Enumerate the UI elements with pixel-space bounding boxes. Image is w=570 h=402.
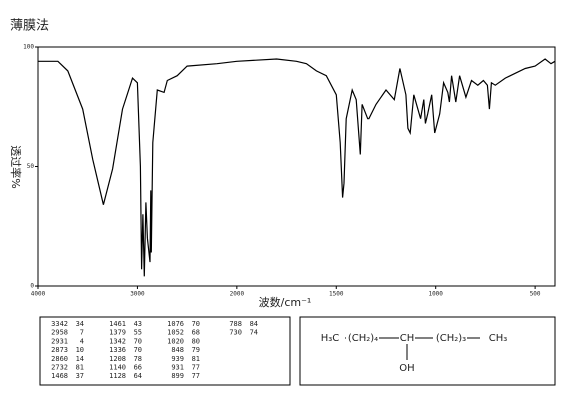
peak-transmittance: 81 bbox=[76, 364, 84, 372]
peak-transmittance: 84 bbox=[250, 320, 258, 328]
peak-wavenumber: 2860 bbox=[51, 355, 68, 363]
peak-wavenumber: 788 bbox=[229, 320, 242, 328]
peak-transmittance: 79 bbox=[192, 346, 200, 354]
peak-transmittance: 66 bbox=[134, 364, 142, 372]
peak-transmittance: 81 bbox=[192, 355, 200, 363]
peak-table-frame bbox=[39, 316, 291, 386]
peak-wavenumber: 848 bbox=[171, 346, 184, 354]
peak-transmittance: 37 bbox=[76, 372, 84, 380]
x-tick-label: 1000 bbox=[428, 291, 443, 298]
peak-wavenumber: 1461 bbox=[109, 320, 126, 328]
peak-wavenumber: 1076 bbox=[167, 320, 184, 328]
chain-group: (CH₂)₃ bbox=[436, 333, 466, 344]
chart-title: 薄膜法 bbox=[10, 19, 49, 34]
peak-wavenumber: 2732 bbox=[51, 364, 68, 372]
peak-transmittance: 64 bbox=[134, 372, 142, 380]
peak-wavenumber: 730 bbox=[229, 329, 242, 337]
y-tick-label: 0 bbox=[30, 283, 34, 290]
peak-wavenumber: 1336 bbox=[109, 346, 126, 354]
peak-transmittance: 80 bbox=[192, 337, 200, 345]
peak-transmittance: 43 bbox=[134, 320, 142, 328]
peak-transmittance: 34 bbox=[76, 320, 84, 328]
x-tick-label: 500 bbox=[530, 291, 541, 298]
peak-wavenumber: 1052 bbox=[167, 329, 184, 337]
peak-transmittance: 4 bbox=[80, 337, 84, 345]
peak-wavenumber: 1020 bbox=[167, 337, 184, 345]
peak-transmittance: 68 bbox=[192, 329, 200, 337]
peak-wavenumber: 1468 bbox=[51, 372, 68, 380]
peak-transmittance: 74 bbox=[250, 329, 258, 337]
peak-wavenumber: 939 bbox=[171, 355, 184, 363]
x-tick-label: 3000 bbox=[130, 291, 145, 298]
peak-wavenumber: 2873 bbox=[51, 346, 68, 354]
chain-group: CH₃ bbox=[489, 333, 508, 344]
peak-wavenumber: 2931 bbox=[51, 337, 68, 345]
x-axis-label: 波数/cm⁻¹ bbox=[259, 296, 312, 309]
peak-wavenumber: 899 bbox=[171, 372, 184, 380]
y-axis-label: 透过率% bbox=[9, 145, 23, 188]
peak-transmittance: 7 bbox=[80, 329, 84, 337]
peak-transmittance: 70 bbox=[134, 346, 142, 354]
peak-wavenumber: 1140 bbox=[109, 364, 126, 372]
peak-transmittance: 14 bbox=[76, 355, 84, 363]
structure-frame bbox=[299, 316, 556, 386]
chain-group: CH bbox=[400, 333, 415, 344]
peak-wavenumber: 2958 bbox=[51, 329, 68, 337]
peak-wavenumber: 1379 bbox=[109, 329, 126, 337]
peak-transmittance: 70 bbox=[192, 320, 200, 328]
y-tick-label: 100 bbox=[23, 44, 34, 51]
spectrum-line bbox=[38, 58, 556, 277]
peak-wavenumber: 3342 bbox=[51, 320, 68, 328]
substituent: OH bbox=[399, 363, 414, 374]
peak-wavenumber: 1128 bbox=[109, 372, 126, 380]
peak-transmittance: 10 bbox=[76, 346, 84, 354]
peak-wavenumber: 931 bbox=[171, 364, 184, 372]
peak-transmittance: 55 bbox=[134, 329, 142, 337]
x-tick-label: 1500 bbox=[329, 291, 344, 298]
y-tick-label: 50 bbox=[27, 163, 35, 170]
peak-transmittance: 77 bbox=[192, 372, 200, 380]
chain-group: H₃C bbox=[321, 333, 340, 344]
plot-frame bbox=[37, 46, 556, 287]
peak-transmittance: 78 bbox=[134, 355, 142, 363]
peak-wavenumber: 1342 bbox=[109, 337, 126, 345]
x-tick-label: 2000 bbox=[230, 291, 245, 298]
peak-transmittance: 70 bbox=[134, 337, 142, 345]
chain-group: (CH₂)₄ bbox=[348, 333, 378, 344]
peak-wavenumber: 1208 bbox=[109, 355, 126, 363]
x-tick-label: 4000 bbox=[31, 291, 46, 298]
peak-transmittance: 77 bbox=[192, 364, 200, 372]
